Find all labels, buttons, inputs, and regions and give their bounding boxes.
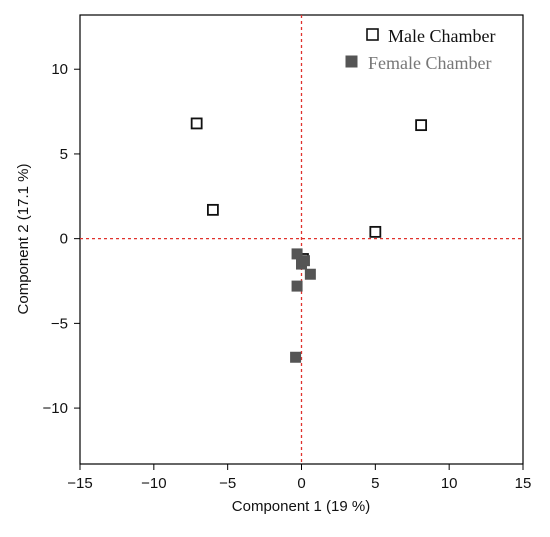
x-tick-label: 15 xyxy=(515,475,532,492)
y-tick-label: −10 xyxy=(43,400,68,417)
male-chamber-point xyxy=(190,117,203,130)
legend-marker-male xyxy=(366,28,379,41)
y-tick-label: 10 xyxy=(51,61,68,78)
x-tick-label: 0 xyxy=(297,475,305,492)
y-tick-label: 0 xyxy=(60,231,68,248)
legend-label-male: Male Chamber xyxy=(388,26,495,46)
data-points xyxy=(190,117,428,363)
female-chamber-point xyxy=(291,280,303,292)
female-chamber-point xyxy=(298,255,310,267)
axis-ticks: −15 −10 −5 0 5 10 15 −10 −5 0 5 10 xyxy=(43,61,532,492)
male-chamber-point xyxy=(369,225,382,238)
legend-label-female: Female Chamber xyxy=(368,53,491,73)
legend-marker-female xyxy=(345,55,358,68)
x-tick-label: −5 xyxy=(219,475,236,492)
male-chamber-point xyxy=(206,203,219,216)
y-tick-label: 5 xyxy=(60,146,68,163)
female-chamber-point xyxy=(290,351,302,363)
female-chamber-point xyxy=(304,268,316,280)
x-tick-label: 10 xyxy=(441,475,458,492)
y-axis-label: Component 2 (17.1 %) xyxy=(15,164,32,315)
x-tick-label: 5 xyxy=(371,475,379,492)
x-tick-label: −15 xyxy=(67,475,92,492)
y-tick-label: −5 xyxy=(51,315,68,332)
reference-lines xyxy=(80,15,523,464)
male-chamber-point xyxy=(415,119,428,132)
x-axis-label: Component 1 (19 %) xyxy=(232,498,370,515)
legend: Male Chamber Female Chamber xyxy=(345,26,495,73)
x-tick-label: −10 xyxy=(141,475,166,492)
